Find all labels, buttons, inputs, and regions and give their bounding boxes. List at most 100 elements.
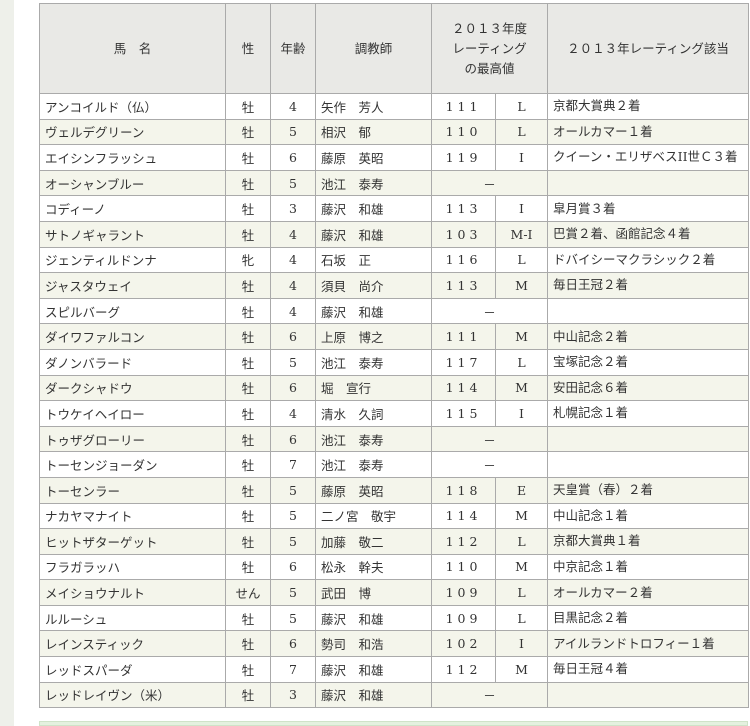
cell-trainer: 二ノ宮 敬宇 (315, 502, 432, 530)
cell-category: M (494, 374, 549, 402)
cell-trainer: 矢作 芳人 (315, 93, 432, 120)
table-row: オーシャンブルー牡 5 池江 泰寿－ (39, 169, 750, 197)
cell-sex: 牡 (225, 220, 271, 248)
table-row: スピルバーグ牡 4 藤沢 和雄－ (39, 297, 750, 325)
cell-race: 毎日王冠４着 (547, 656, 750, 683)
cell-sex: 牡 (225, 553, 271, 581)
cell-age: 5 (270, 502, 316, 530)
cell-rating: 112 (431, 528, 496, 555)
cell-category: L (494, 604, 549, 632)
cell-age: 5 (270, 528, 316, 555)
cell-race: オールカマー１着 (547, 118, 750, 146)
table-row: エイシンフラッシュ牡 6 藤原 英昭 119 I クイーン・エリザベスII世Ｃ３着 (39, 144, 750, 171)
cell-rating: 110 (431, 553, 496, 581)
cell-horse-name: ルルーシュ (39, 604, 226, 632)
table-row: ヒットザターゲット牡 5 加藤 敬二 112 L 京都大賞典１着 (39, 528, 750, 555)
cell-sex: 牡 (225, 400, 271, 427)
cell-category: M (494, 272, 549, 299)
cell-horse-name: ダノンバラード (39, 348, 226, 376)
cell-age: 6 (270, 144, 316, 171)
cell-trainer: 藤沢 和雄 (315, 681, 432, 709)
table-row: トーセンラー牡 5 藤原 英昭 118 E 天皇賞（春）２着 (39, 476, 750, 504)
cell-age: 7 (270, 656, 316, 683)
cell-rating: 118 (431, 476, 496, 504)
cell-race: 札幌記念１着 (547, 400, 750, 427)
cell-age: 5 (270, 348, 316, 376)
cell-trainer: 須貝 尚介 (315, 272, 432, 299)
cell-rating: 117 (431, 348, 496, 376)
cell-trainer: 加藤 敬二 (315, 528, 432, 555)
cell-sex: 牡 (225, 169, 271, 197)
cell-category: M (494, 502, 549, 530)
table-row: レッドスパーダ牡 7 藤沢 和雄 112 M 毎日王冠４着 (39, 656, 750, 683)
cell-rating: － (430, 425, 549, 453)
cell-horse-name: ヴェルデグリーン (39, 118, 226, 146)
cell-age: 4 (270, 246, 316, 274)
cell-rating: 109 (431, 579, 496, 606)
cell-trainer: 池江 泰寿 (315, 348, 432, 376)
cell-race: ドバイシーマクラシック２着 (547, 246, 750, 274)
cell-trainer: 相沢 郁 (315, 118, 432, 146)
cell-horse-name: ヒットザターゲット (39, 528, 226, 555)
cell-rating: － (430, 451, 549, 478)
cell-horse-name: コディーノ (39, 195, 226, 222)
table-row: ダノンバラード牡 5 池江 泰寿 117 L 宝塚記念２着 (39, 348, 750, 376)
cell-age: 7 (270, 451, 316, 478)
cell-horse-name: ナカヤマナイト (39, 502, 226, 530)
cell-race: 宝塚記念２着 (547, 348, 750, 376)
cell-age: 4 (270, 272, 316, 299)
cell-horse-name: トゥザグローリー (39, 425, 226, 453)
cell-sex: 牡 (225, 425, 271, 453)
cell-category: L (494, 348, 549, 376)
cell-trainer: 松永 幹夫 (315, 553, 432, 581)
cell-age: 5 (270, 579, 316, 606)
cell-horse-name: トーセンジョーダン (39, 451, 226, 478)
cell-sex: 牡 (225, 374, 271, 402)
cell-trainer: 石坂 正 (315, 246, 432, 274)
cell-horse-name: アンコイルド（仏） (39, 93, 226, 120)
cell-category: E (494, 476, 549, 504)
cell-category: I (494, 630, 549, 658)
table-row: トゥザグローリー牡 6 池江 泰寿－ (39, 425, 750, 453)
cell-category: L (494, 118, 549, 146)
cell-horse-name: フラガラッハ (39, 553, 226, 581)
cell-trainer: 清水 久詞 (315, 400, 432, 427)
header-sex: 性 (225, 3, 271, 94)
bottom-box (39, 721, 748, 726)
header-name: 馬 名 (39, 3, 226, 94)
cell-age: 6 (270, 553, 316, 581)
left-margin (0, 0, 14, 726)
cell-horse-name: トウケイヘイロー (39, 400, 226, 427)
cell-horse-name: ジャスタウェイ (39, 272, 226, 299)
cell-race: 目黒記念２着 (547, 604, 750, 632)
cell-sex: 牡 (225, 348, 271, 376)
cell-trainer: 武田 博 (315, 579, 432, 606)
table-row: ジェンティルドンナ牝 4 石坂 正 116 L ドバイシーマクラシック２着 (39, 246, 750, 274)
table-row: トーセンジョーダン牡 7 池江 泰寿－ (39, 451, 750, 478)
cell-category: L (494, 93, 549, 120)
cell-trainer: 藤原 英昭 (315, 476, 432, 504)
cell-race: 皐月賞３着 (547, 195, 750, 222)
cell-sex: 牡 (225, 118, 271, 146)
cell-horse-name: エイシンフラッシュ (39, 144, 226, 171)
cell-sex: せん (225, 579, 271, 606)
cell-sex: 牡 (225, 93, 271, 120)
cell-race: 京都大賞典２着 (547, 93, 750, 120)
cell-horse-name: メイショウナルト (39, 579, 226, 606)
cell-race: 毎日王冠２着 (547, 272, 750, 299)
cell-category: I (494, 400, 549, 427)
cell-rating: 103 (431, 220, 496, 248)
table-row: ダークシャドウ牡 6 堀 宣行 114 M 安田記念６着 (39, 374, 750, 402)
cell-rating: 113 (431, 272, 496, 299)
table-row: ジャスタウェイ牡 4 須貝 尚介 113 M 毎日王冠２着 (39, 272, 750, 299)
cell-sex: 牡 (225, 297, 271, 325)
cell-rating: 119 (431, 144, 496, 171)
cell-rating: － (430, 681, 549, 709)
cell-rating: － (430, 169, 549, 197)
cell-rating: 109 (431, 604, 496, 632)
cell-sex: 牡 (225, 656, 271, 683)
cell-age: 6 (270, 323, 316, 350)
cell-age: 4 (270, 220, 316, 248)
table-row: サトノギャラント牡 4 藤沢 和雄 103 M-I 巴賞２着、函館記念４着 (39, 220, 750, 248)
cell-race: 京都大賞典１着 (547, 528, 750, 555)
